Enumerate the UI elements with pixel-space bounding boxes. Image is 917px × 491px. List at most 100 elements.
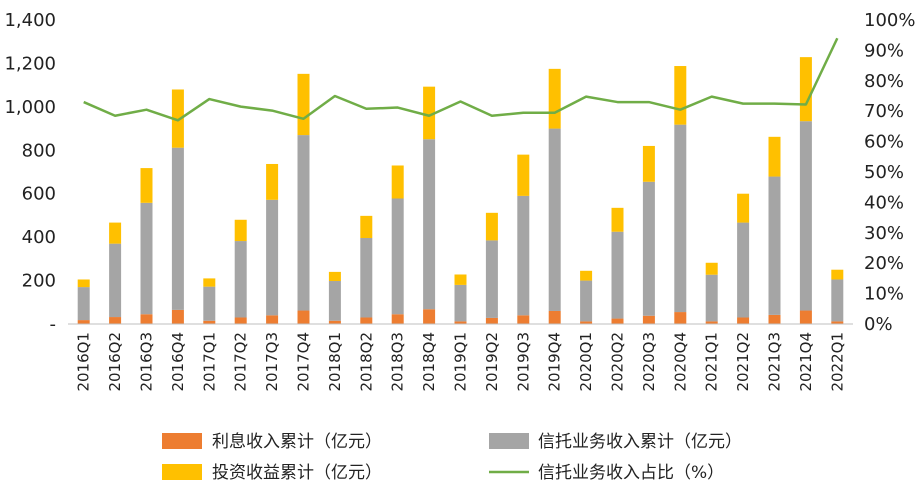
bar-trust-income-2022Q1 — [831, 279, 844, 322]
right-tick-label: 80% — [864, 71, 904, 92]
bar-investment-2019Q4 — [548, 68, 561, 129]
plot-area — [68, 37, 853, 325]
bar-interest-2021Q2 — [737, 317, 750, 324]
x-tick-label: 2017Q2 — [232, 332, 250, 392]
legend-label-interest: 利息收入累计（亿元） — [212, 432, 382, 452]
bar-interest-2017Q2 — [234, 317, 247, 324]
x-tick-label: 2018Q4 — [420, 332, 438, 392]
bar-trust-income-2020Q2 — [611, 231, 624, 319]
x-tick-label: 2020Q3 — [640, 332, 658, 392]
bar-trust-income-2018Q2 — [360, 238, 373, 318]
line-trust-income-share — [83, 37, 839, 122]
bar-investment-2017Q1 — [203, 278, 216, 287]
bar-investment-2021Q4 — [799, 57, 812, 122]
bar-interest-2016Q2 — [109, 317, 122, 324]
legend-label-investment: 投资收益累计（亿元） — [212, 463, 382, 483]
bar-trust-income-2020Q1 — [580, 280, 593, 322]
bar-investment-2018Q3 — [391, 165, 404, 199]
bar-investment-2021Q2 — [737, 193, 750, 223]
bar-interest-2019Q2 — [485, 317, 498, 324]
right-tick-label: 20% — [864, 253, 904, 274]
bar-trust-income-2021Q1 — [705, 274, 718, 322]
left-axis: - 200 400 600 800 1,000 1,200 1,400 — [4, 10, 56, 335]
bar-trust-income-2016Q2 — [109, 243, 122, 318]
right-axis: 0% 10% 20% 30% 40% 50% 60% 70% 80% 90% 100% — [864, 10, 915, 335]
x-tick-label: 2018Q1 — [326, 332, 344, 392]
bar-trust-income-2019Q3 — [517, 195, 530, 316]
bar-interest-2019Q3 — [517, 315, 530, 324]
bar-trust-income-2019Q1 — [454, 284, 467, 322]
bar-trust-income-2021Q3 — [768, 176, 781, 315]
bar-trust-income-2021Q4 — [799, 121, 812, 311]
left-tick-label: 800 — [22, 140, 56, 161]
x-tick-label: 2016Q1 — [75, 332, 93, 392]
bar-trust-income-2017Q4 — [297, 135, 310, 311]
right-tick-label: 60% — [864, 132, 904, 153]
x-tick-label: 2018Q3 — [389, 332, 407, 392]
bar-investment-2018Q4 — [423, 86, 436, 140]
bar-interest-2021Q4 — [799, 310, 812, 324]
bar-investment-2017Q4 — [297, 73, 310, 136]
bar-investment-2017Q2 — [234, 219, 247, 242]
right-tick-label: 50% — [864, 162, 904, 183]
bar-interest-2020Q4 — [674, 312, 687, 324]
x-tick-label: 2021Q2 — [734, 332, 752, 392]
bar-trust-income-2021Q2 — [737, 222, 750, 318]
right-tick-label: 0% — [864, 314, 893, 335]
bar-trust-income-2016Q4 — [171, 147, 184, 310]
left-tick-label: 1,000 — [4, 97, 56, 118]
bar-interest-2017Q1 — [203, 320, 216, 324]
bar-interest-2017Q3 — [266, 315, 279, 324]
left-tick-label: 1,400 — [4, 10, 56, 31]
bar-investment-2020Q4 — [674, 66, 687, 125]
bar-interest-2016Q1 — [77, 320, 90, 324]
x-tick-label: 2020Q4 — [671, 332, 689, 392]
bar-investment-2020Q1 — [580, 270, 593, 281]
x-tick-label: 2016Q3 — [138, 332, 156, 392]
x-tick-label: 2022Q1 — [828, 332, 846, 392]
x-tick-label: 2019Q3 — [514, 332, 532, 392]
x-tick-label: 2016Q4 — [169, 332, 187, 392]
bar-trust-income-2017Q1 — [203, 286, 216, 321]
bar-investment-2020Q2 — [611, 207, 624, 232]
left-tick-label: - — [50, 314, 57, 335]
bar-interest-2016Q3 — [140, 314, 153, 324]
x-tick-label: 2021Q1 — [703, 332, 721, 392]
bar-investment-2016Q1 — [77, 279, 90, 288]
x-tick-label: 2020Q2 — [609, 332, 627, 392]
bar-trust-income-2018Q3 — [391, 198, 404, 315]
legend-swatch-trust-income — [489, 433, 529, 449]
bar-trust-income-2018Q4 — [423, 139, 436, 310]
bar-interest-2018Q4 — [423, 309, 436, 324]
left-tick-label: 400 — [22, 227, 56, 248]
bar-trust-income-2016Q1 — [77, 287, 90, 321]
x-tick-label: 2020Q1 — [577, 332, 595, 392]
right-tick-label: 30% — [864, 223, 904, 244]
bar-investment-2019Q2 — [485, 212, 498, 241]
bar-investment-2017Q3 — [266, 163, 279, 200]
bar-interest-2022Q1 — [831, 321, 844, 324]
bar-trust-income-2019Q2 — [485, 240, 498, 318]
bar-investment-2016Q2 — [109, 222, 122, 244]
left-tick-label: 200 — [22, 271, 56, 292]
left-tick-label: 600 — [22, 184, 56, 205]
bar-interest-2016Q4 — [171, 309, 184, 324]
bar-interest-2020Q1 — [580, 321, 593, 324]
bar-investment-2019Q1 — [454, 274, 467, 285]
legend-swatch-interest — [162, 433, 202, 449]
bar-interest-2018Q1 — [328, 320, 341, 324]
legend-swatch-investment — [162, 464, 202, 480]
bar-trust-income-2017Q2 — [234, 241, 247, 318]
x-tick-label: 2021Q3 — [766, 332, 784, 392]
x-axis: 2016Q1 2016Q2 2016Q3 2016Q4 2017Q1 2017Q2 2017… — [75, 332, 847, 392]
bar-investment-2022Q1 — [831, 269, 844, 280]
bar-trust-income-2020Q4 — [674, 124, 687, 313]
bar-investment-2018Q2 — [360, 215, 373, 239]
bar-investment-2019Q3 — [517, 154, 530, 196]
bar-interest-2019Q4 — [548, 310, 561, 324]
right-tick-label: 90% — [864, 40, 904, 61]
bar-interest-2021Q3 — [768, 314, 781, 324]
x-tick-label: 2018Q2 — [357, 332, 375, 392]
bar-trust-income-2017Q3 — [266, 199, 279, 316]
